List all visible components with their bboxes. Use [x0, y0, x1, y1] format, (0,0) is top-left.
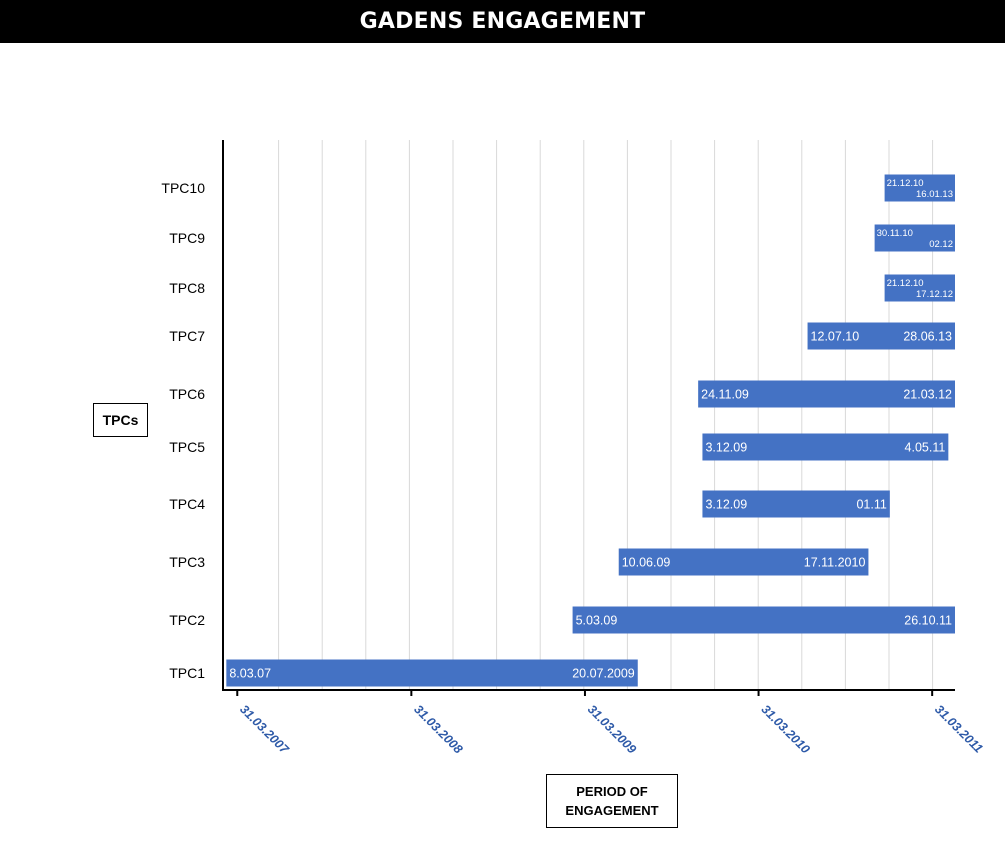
bar-start-label: 8.03.07	[229, 667, 271, 681]
bar-start-label: 5.03.09	[576, 614, 618, 628]
category-label: TPC2	[169, 612, 205, 628]
gantt-bar	[572, 606, 955, 634]
y-axis-label: TPCs	[93, 403, 148, 437]
bar-end-label: 16.01.13	[916, 189, 953, 200]
gantt-bar	[226, 659, 638, 687]
x-axis-label-text: PERIOD OF ENGAGEMENT	[565, 784, 659, 818]
x-tick-label: 31.03.2008	[411, 702, 465, 756]
bar-end-label: 17.11.2010	[804, 556, 866, 570]
x-axis-label: PERIOD OF ENGAGEMENT	[546, 774, 678, 828]
bar-start-label: 12.07.10	[811, 330, 860, 344]
category-label: TPC5	[169, 439, 205, 455]
bar-start-label: 30.11.10	[877, 228, 913, 239]
bar-end-label: 28.06.13	[903, 330, 952, 344]
category-label: TPC4	[169, 496, 205, 512]
bar-start-label: 3.12.09	[705, 498, 747, 512]
chart-title: GADENS ENGAGEMENT	[0, 0, 1005, 43]
bar-end-label: 4.05.11	[905, 441, 946, 455]
category-label: TPC1	[169, 665, 205, 681]
bar-end-label: 21.03.12	[903, 388, 952, 402]
category-label: TPC7	[169, 328, 205, 344]
bar-end-label: 02.12	[929, 239, 953, 250]
bar-end-label: 26.10.11	[904, 614, 952, 628]
category-label: TPC9	[169, 230, 205, 246]
gantt-bar	[618, 548, 869, 576]
bar-start-label: 10.06.09	[622, 556, 671, 570]
x-tick-label: 31.03.2009	[585, 702, 639, 756]
gantt-bar	[884, 274, 955, 302]
bar-start-label: 21.12.10	[887, 178, 924, 189]
bar-end-label: 01.11	[856, 498, 886, 512]
x-tick-label: 31.03.2011	[932, 702, 986, 756]
bar-start-label: 21.12.10	[887, 278, 924, 289]
bar-start-label: 24.11.09	[701, 388, 749, 402]
gantt-bar	[874, 224, 955, 252]
bar-end-label: 20.07.2009	[572, 667, 635, 681]
x-tick-label: 31.03.2007	[237, 702, 292, 757]
bar-end-label: 17.12.12	[916, 289, 953, 300]
category-label: TPC6	[169, 386, 205, 402]
x-tick-label: 31.03.2010	[758, 702, 812, 756]
category-label: TPC10	[161, 180, 205, 196]
gantt-bar	[702, 490, 890, 518]
category-label: TPC3	[169, 554, 205, 570]
gantt-bar	[698, 380, 955, 408]
bar-start-label: 3.12.09	[705, 441, 747, 455]
gantt-bar	[884, 174, 955, 202]
category-label: TPC8	[169, 280, 205, 296]
gantt-bar	[702, 433, 949, 461]
gantt-bar	[807, 322, 955, 350]
